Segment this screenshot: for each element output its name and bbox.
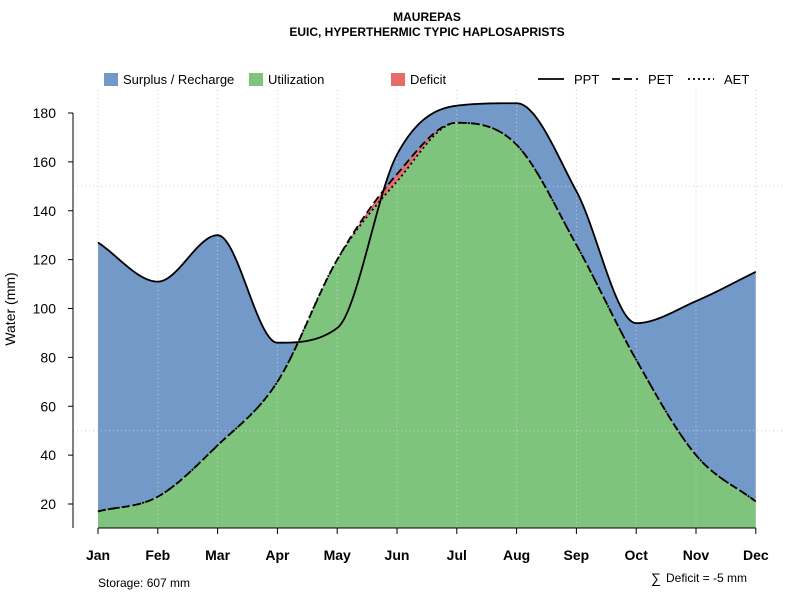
legend: Surplus / Recharge Utilization Deficit PPT P… (104, 72, 749, 87)
deficit-total-label: Deficit = -5 mm (666, 571, 747, 585)
y-tick-label: 180 (33, 105, 57, 121)
axes: 20 40 60 80 100 120 140 160 180 Jan Feb Mar Apr May Ju… (33, 105, 769, 563)
legend-label: Surplus / Recharge (123, 72, 234, 87)
x-tick-label: Jul (447, 547, 467, 563)
legend-label: Utilization (268, 72, 324, 87)
y-tick-label: 20 (40, 496, 56, 512)
y-axis-label: Water (mm) (2, 272, 18, 345)
x-tick-label: Jun (385, 547, 410, 563)
legend-label: AET (724, 72, 749, 87)
y-tick-label: 160 (33, 154, 57, 170)
x-tick-label: Apr (265, 547, 290, 563)
storage-label: Storage: 607 mm (98, 576, 190, 590)
legend-label: Deficit (410, 72, 447, 87)
utilization-region (98, 122, 756, 528)
plot-area (73, 90, 782, 528)
series-line-ppt (97, 102, 757, 344)
legend-label: PET (648, 72, 673, 87)
series-line-pet (97, 121, 757, 513)
y-tick-label: 40 (40, 447, 56, 463)
y-tick-label: 80 (40, 349, 56, 365)
sum-symbol: ∑ (651, 570, 661, 586)
legend-swatch (391, 73, 405, 86)
x-tick-label: Feb (145, 547, 170, 563)
y-tick-label: 100 (33, 301, 57, 317)
chart-subtitle: EUIC, HYPERTHERMIC TYPIC HAPLOSAPRISTS (289, 25, 564, 39)
x-tick-label: Jan (86, 547, 110, 563)
legend-swatch (249, 73, 263, 86)
y-tick-label: 120 (33, 252, 57, 268)
x-tick-label: Nov (683, 547, 710, 563)
chart-title: MAUREPAS (393, 10, 461, 24)
x-tick-label: Mar (205, 547, 230, 563)
x-tick-label: Dec (743, 547, 769, 563)
legend-swatch (104, 73, 118, 86)
chart-text: MAUREPAS EUIC, HYPERTHERMIC TYPIC HAPLOS… (2, 10, 747, 590)
x-tick-label: May (324, 547, 351, 563)
x-tick-label: Aug (503, 547, 530, 563)
legend-label: PPT (574, 72, 599, 87)
x-tick-label: Sep (564, 547, 590, 563)
surplus-region (98, 103, 756, 512)
y-tick-label: 140 (33, 203, 57, 219)
y-tick-label: 60 (40, 398, 56, 414)
x-tick-label: Oct (625, 547, 649, 563)
